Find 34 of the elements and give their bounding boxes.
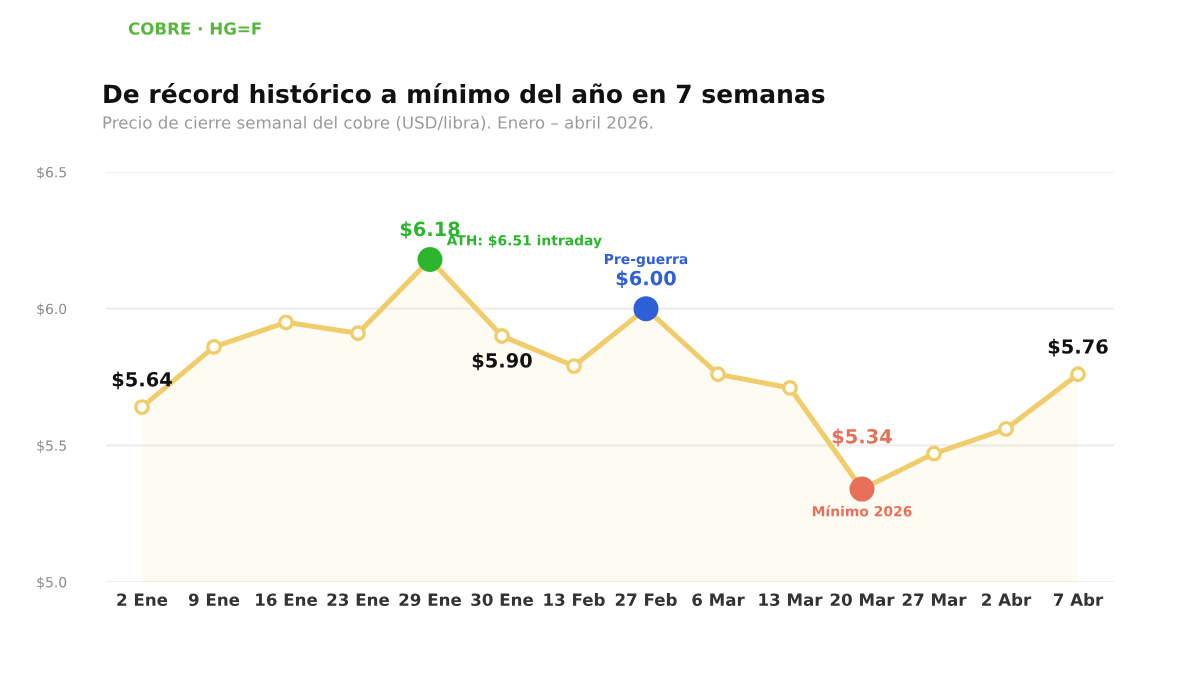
point [134,399,150,415]
data-label: $5.90 [472,352,532,371]
x-tick-label: 7 Abr [1053,593,1104,607]
x-tick-label: 29 Ene [399,593,461,607]
point [206,339,222,355]
point [278,314,294,331]
chart-title: De récord histórico a mínimo del año en 7 semanas [104,82,825,104]
x-tick-label: 27 Feb [615,593,677,607]
point [998,421,1014,437]
x-tick-label: 13 Feb [544,593,605,607]
x-tick-label: 30 Ene [471,593,533,607]
text: COBRE · HG=F [128,22,261,35]
x-tick-label: 2 Abr [982,593,1032,607]
data-label: $6.18 [400,221,460,239]
data-label: $5.34 [832,428,892,447]
point [1070,366,1086,383]
data-label: $5.64 [112,371,172,390]
data-label: $6.00 [616,270,676,289]
x-tick-label: 27 Mar [902,593,967,607]
point [566,358,582,374]
point [710,366,726,383]
point [494,328,510,344]
data-label: $5.76 [1048,338,1108,357]
point [926,445,942,462]
x-tick-label: 23 Ene [327,593,389,607]
x-tick-label: 16 Ene [256,593,317,607]
point [782,380,798,396]
x-tick-label: 6 Mar [692,593,745,607]
chart-subtitle: Precio de cierre semanal del cobre (USD/libra). Enero – abril 2026. [103,115,653,131]
x-tick-label: 2 Ene [117,593,168,607]
x-tick-label: 13 Mar [759,593,823,607]
x-tick-label: 20 Mar [830,593,895,607]
x-tick-label: 9 Ene [188,593,240,607]
point [350,325,366,342]
